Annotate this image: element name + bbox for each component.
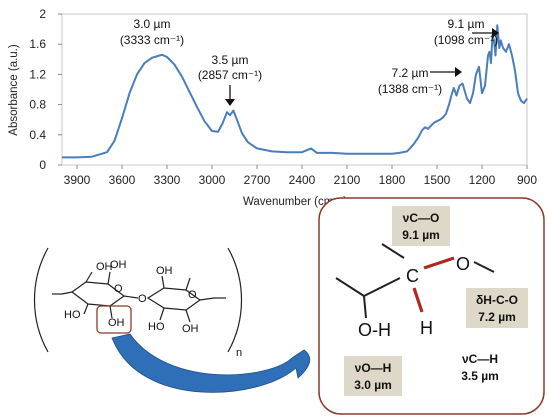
cellulose-labels: OH OH HO OH OH HO OH O O O n	[64, 259, 242, 359]
arrowhead-1098	[492, 28, 499, 38]
y-tick-label: 1.6	[29, 37, 46, 51]
y-axis-label: Absorbance (a.u.)	[8, 44, 20, 136]
x-tick-label: 2700	[244, 173, 271, 187]
skeletal-fragment	[335, 243, 495, 319]
highlight-box	[96, 305, 132, 334]
atom-h: H	[420, 318, 433, 338]
label-box-hco	[466, 288, 528, 328]
oh-label-3: OH	[108, 317, 125, 329]
y-tick-label: 1.2	[29, 67, 46, 81]
label-box-oh	[344, 356, 402, 396]
y-tick-label: 0	[39, 158, 46, 172]
label-co-line2: 9.1 µm	[402, 228, 440, 242]
y-axis-ticks: 0 0.4 0.8 1.2 1.6 2	[29, 7, 62, 172]
ring-oxygen-left: O	[114, 283, 123, 295]
x-axis-ticks: 3900 3600 3300 3000 2700 2400 2100 1800 1500 1200…	[64, 165, 537, 187]
x-tick-label: 1800	[379, 173, 406, 187]
annotation-2857-line1: 3.5 µm	[212, 53, 249, 67]
oh-label-2: OH	[110, 259, 127, 271]
arrowhead-1388	[455, 67, 462, 77]
annotation-1388-line1: 7.2 µm	[392, 66, 429, 80]
ho-label-2: HO	[148, 321, 165, 333]
bridge-oxygen: O	[138, 293, 147, 305]
y-tick-label: 2	[39, 7, 46, 21]
annotation-1388-line2: (1388 cm⁻¹)	[378, 82, 442, 96]
annotation-3333-line1: 3.0 µm	[134, 17, 171, 31]
label-oh-line2: 3.0 µm	[354, 378, 392, 392]
annotation-1098-line2: (1098 cm⁻¹)	[434, 33, 498, 47]
ring-oxygen-right: O	[188, 289, 197, 301]
x-tick-label: 900	[517, 173, 537, 187]
x-tick-label: 1200	[469, 173, 496, 187]
label-hco-line2: 7.2 µm	[478, 310, 516, 324]
repeat-subscript-n: n	[236, 347, 242, 359]
ho-label-1: HO	[64, 309, 81, 321]
label-hco-line1: δH-C-O	[476, 293, 518, 307]
right-bracket	[227, 247, 242, 353]
label-ch-line2: 3.5 µm	[461, 369, 499, 383]
x-tick-label: 3900	[64, 173, 91, 187]
curved-arrow	[111, 333, 311, 393]
cellulose-structure	[34, 247, 242, 353]
x-tick-label: 3300	[154, 173, 181, 187]
x-tick-label: 3000	[199, 173, 226, 187]
ftir-chart: 0 0.4 0.8 1.2 1.6 2 3900 3600 3300 3000 2700 2400 2…	[8, 7, 537, 208]
oh-label-1: OH	[96, 261, 113, 273]
x-tick-label: 2400	[289, 173, 316, 187]
atom-o: O	[456, 254, 470, 274]
label-oh-line1: νO—H	[355, 361, 392, 375]
label-ch-line1: νC—H	[462, 352, 498, 366]
oh-label-4: OH	[156, 265, 173, 277]
annotation-1098-line1: 9.1 µm	[448, 17, 485, 31]
annotation-2857-line2: (2857 cm⁻¹)	[198, 68, 262, 82]
hydroxyl-group: O-H	[358, 320, 391, 340]
plot-frame	[61, 13, 528, 166]
y-tick-label: 0.8	[29, 98, 46, 112]
x-tick-label: 3600	[109, 173, 136, 187]
x-tick-label: 2100	[334, 173, 361, 187]
inset-panel: νC—O 9.1 µm δH-C-O 7.2 µm νO—H 3.0 µm νC…	[318, 197, 545, 415]
label-co-line1: νC—O	[403, 211, 440, 225]
oh-label-5: OH	[182, 323, 199, 335]
arrowhead-2857	[225, 99, 235, 106]
annotation-3333-line2: (3333 cm⁻¹)	[120, 33, 184, 47]
y-tick-label: 0.4	[29, 128, 46, 142]
left-bracket	[34, 247, 49, 353]
label-box-co	[392, 206, 450, 246]
highlighted-bonds	[412, 256, 455, 313]
x-tick-label: 1500	[424, 173, 451, 187]
x-axis-label: Wavenumber (cm⁻¹)	[243, 196, 347, 208]
atom-c: C	[406, 266, 419, 286]
